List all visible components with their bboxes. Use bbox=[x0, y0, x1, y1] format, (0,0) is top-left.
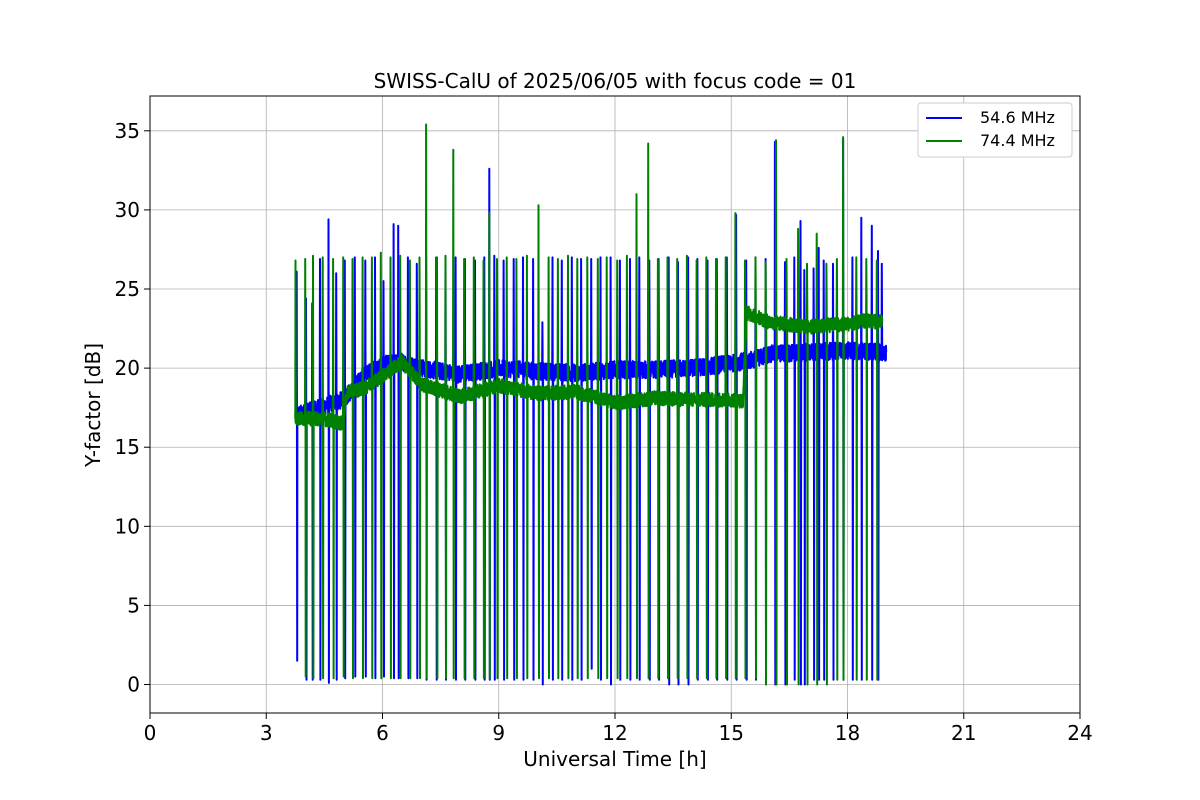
x-tick-label: 18 bbox=[835, 721, 860, 745]
series-line-74-4-mhz bbox=[294, 123, 884, 686]
x-tick-label: 12 bbox=[602, 721, 627, 745]
x-tick-label: 21 bbox=[951, 721, 976, 745]
x-tick-label: 9 bbox=[492, 721, 505, 745]
x-tick-label: 24 bbox=[1067, 721, 1092, 745]
series-line-54-6-mhz bbox=[294, 137, 888, 686]
legend-box bbox=[917, 102, 1073, 158]
y-tick-label: 25 bbox=[115, 277, 140, 301]
legend-label-54-6: 54.6 MHz bbox=[980, 108, 1055, 127]
y-tick-label: 5 bbox=[127, 593, 140, 617]
y-axis-label: Y-factor [dB] bbox=[81, 343, 105, 468]
x-tick-label: 15 bbox=[719, 721, 744, 745]
chart-title: SWISS-CalU of 2025/06/05 with focus code… bbox=[374, 69, 857, 93]
y-tick-label: 20 bbox=[115, 356, 140, 380]
y-tick-label: 35 bbox=[115, 119, 140, 143]
x-tick-label: 0 bbox=[144, 721, 157, 745]
x-axis-label: Universal Time [h] bbox=[523, 747, 706, 771]
series-layer bbox=[294, 123, 888, 686]
y-axis-ticks: 0 5 10 15 20 25 30 35 bbox=[115, 119, 150, 697]
legend: 54.6 MHz 74.4 MHz bbox=[917, 102, 1073, 158]
y-tick-label: 30 bbox=[115, 198, 140, 222]
y-tick-label: 10 bbox=[115, 514, 140, 538]
x-tick-label: 3 bbox=[260, 721, 273, 745]
legend-label-74-4: 74.4 MHz bbox=[980, 131, 1055, 150]
y-tick-label: 0 bbox=[127, 673, 140, 697]
x-axis-ticks: 0 3 6 9 12 15 18 21 24 bbox=[144, 713, 1093, 745]
x-tick-label: 6 bbox=[376, 721, 389, 745]
y-tick-label: 15 bbox=[115, 435, 140, 459]
